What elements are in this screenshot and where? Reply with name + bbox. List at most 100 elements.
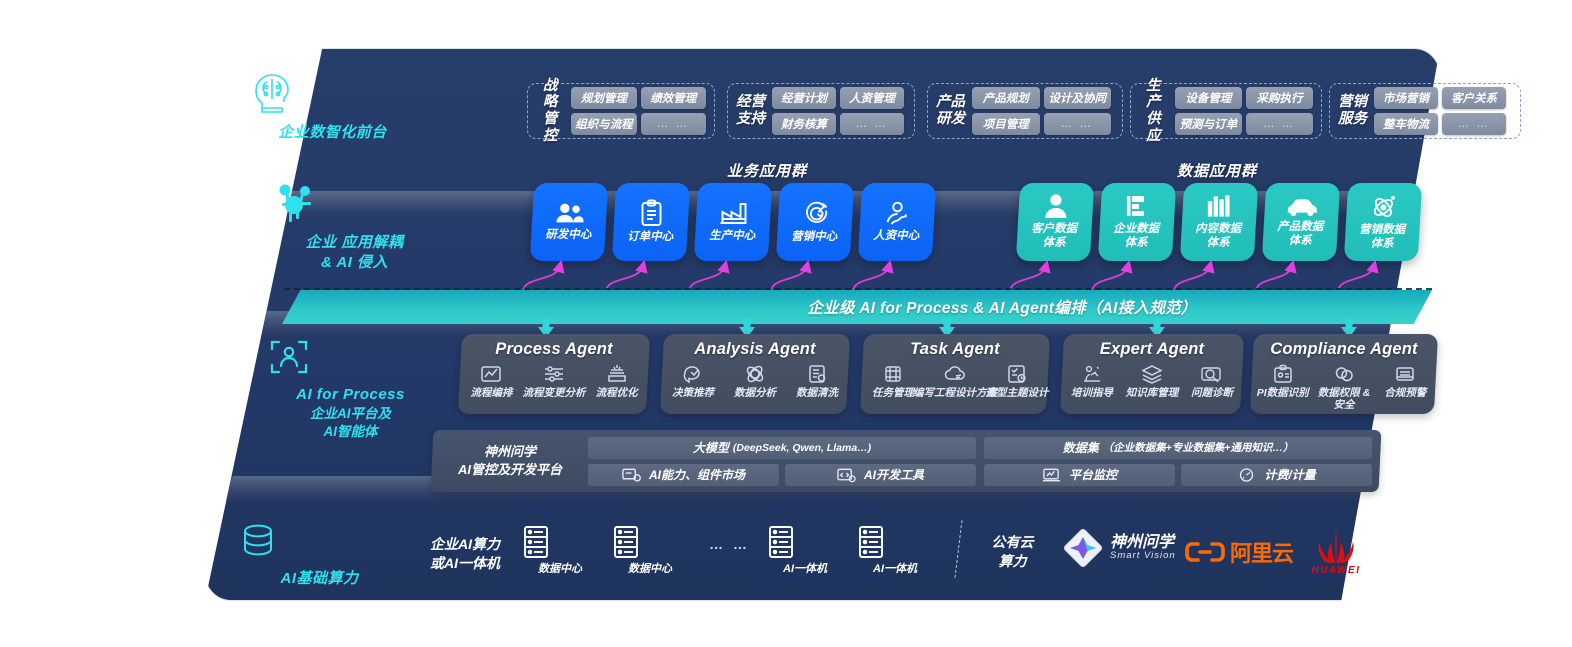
server-icon — [520, 525, 600, 559]
capability-label: 培训指导 — [1070, 387, 1113, 399]
app-card-rd-center[interactable]: 研发中心 — [529, 183, 609, 261]
group-cells: 设备管理 采购执行 预测与订单 … … — [1174, 87, 1313, 135]
group-cell[interactable]: 规划管理 — [571, 87, 637, 109]
app-card-hr-center[interactable]: 人资中心 — [857, 183, 937, 261]
ai-orchestration-banner: 企业级 AI for Process & AI Agent编排（AI接入规范） — [282, 290, 1432, 324]
platform-ai-market-bar[interactable]: AI能力、组件市场 — [588, 463, 779, 486]
group-cell[interactable]: 组织与流程 — [571, 113, 637, 135]
sliders-icon — [543, 364, 565, 384]
users-icon — [554, 201, 584, 225]
group-cell[interactable]: 产品规划 — [972, 87, 1040, 109]
agent-card-process[interactable]: Process Agent 流程编排 流程变更分析 流程优化 — [457, 334, 651, 414]
app-card-production-center[interactable]: 生产中心 — [693, 183, 773, 261]
app-card-customer-data[interactable]: 客户数据 体系 — [1015, 183, 1095, 261]
capability-label: PI数据识别 — [1256, 387, 1309, 399]
group-production-supply: 生产 供应 设备管理 采购执行 预测与订单 … … — [1130, 78, 1322, 144]
capability-label: 流程变更分析 — [522, 387, 586, 399]
infra-node-datacenter-1[interactable]: 数据中心 — [520, 525, 600, 576]
infra-node-datacenter-2[interactable]: 数据中心 — [610, 525, 690, 576]
platform-devtool-bar[interactable]: AI开发工具 — [785, 463, 976, 486]
app-card-label: 客户数据 体系 — [1031, 223, 1078, 249]
platform-dataset-bar[interactable]: 数据集 （企业数据集+专业数据集+通用知识…） — [984, 436, 1372, 459]
agent-capability[interactable]: 培训指导 — [1062, 364, 1121, 399]
app-card-order-center[interactable]: 订单中心 — [611, 183, 691, 261]
agent-capability[interactable]: 决策推荐 — [662, 364, 723, 399]
group-cell[interactable]: 整车物流 — [1374, 113, 1438, 135]
group-cell-more[interactable]: … … — [640, 113, 706, 135]
agent-capability[interactable]: 流程优化 — [586, 364, 648, 399]
group-cell[interactable]: 设计及协同 — [1043, 87, 1111, 109]
platform-right-column: 数据集 （企业数据集+专业数据集+通用知识…） 平台监控 计费/计 — [984, 435, 1372, 487]
infra-node-ai-appliance-2[interactable]: AI一体机 — [855, 525, 935, 576]
group-cell[interactable]: 绩效管理 — [640, 87, 706, 109]
server-icon — [610, 525, 690, 559]
platform-billing-bar[interactable]: 计费/计量 — [1181, 463, 1372, 486]
group-cell[interactable]: 经营计划 — [772, 87, 836, 109]
agent-capability[interactable]: 问题诊断 — [1182, 364, 1241, 399]
vendor-sub: Smart Vision — [1110, 550, 1176, 562]
agent-card-task[interactable]: Task Agent 任务管理 编写工程设计方案 造型主题设计 — [859, 334, 1051, 414]
capability-label: 合规预警 — [1384, 387, 1427, 399]
group-cell[interactable]: 客户关系 — [1442, 87, 1506, 109]
archive-icon — [1394, 364, 1416, 384]
group-cell[interactable]: 市场营销 — [1374, 87, 1438, 109]
app-card-content-data[interactable]: 内容数据 体系 — [1179, 183, 1259, 261]
vendor-logo-aliyun[interactable]: 阿里云 — [1185, 536, 1294, 568]
agent-capability[interactable]: 流程变更分析 — [522, 364, 586, 399]
app-card-label: 营销数据 体系 — [1359, 223, 1406, 250]
agent-capability[interactable]: 造型主题设计 — [986, 364, 1049, 399]
agent-title: Task Agent — [910, 340, 1000, 358]
agent-capability[interactable]: 合规预警 — [1375, 364, 1436, 411]
app-card-enterprise-data[interactable]: 企业数据 体系 — [1097, 183, 1177, 261]
platform-llm-bar[interactable]: 大模型 (DeepSeek, Qwen, Llama…) — [588, 436, 976, 459]
agent-capability[interactable]: 编写工程设计方案 — [913, 364, 997, 399]
agent-capability[interactable]: 任务管理 — [862, 364, 923, 399]
bars-icon — [1206, 193, 1233, 219]
app-card-label: 营销中心 — [791, 230, 838, 243]
group-strategy: 战略 管控 规划管理 绩效管理 组织与流程 … … — [527, 78, 715, 144]
app-card-marketing-data[interactable]: 营销数据 体系 — [1343, 183, 1423, 261]
agent-capability[interactable]: PI数据识别 — [1252, 364, 1313, 411]
market-icon — [622, 467, 641, 483]
agent-capability[interactable]: 流程编排 — [460, 364, 522, 399]
group-cell-more[interactable]: … … — [1442, 113, 1506, 135]
enterprise-compute-label: 企业AI算力 或AI一体机 — [430, 536, 500, 571]
layers-opt-icon — [606, 364, 628, 384]
agent-capability[interactable]: 数据清洗 — [786, 364, 847, 399]
platform-monitor-bar[interactable]: 平台监控 — [984, 463, 1175, 486]
agent-card-compliance[interactable]: Compliance Agent PI数据识别 数据权限 & 安全 合规预警 — [1249, 334, 1439, 414]
vendor-logo-smartvision[interactable]: 神州问学 Smart Vision — [1063, 528, 1176, 568]
group-cell[interactable]: 财务核算 — [772, 113, 836, 135]
group-cell[interactable]: 预测与订单 — [1174, 113, 1242, 135]
vendor-logo-huawei[interactable]: HUAWEI — [1310, 528, 1362, 576]
infra-node-ai-appliance-1[interactable]: AI一体机 — [765, 525, 845, 576]
app-card-label: 订单中心 — [627, 231, 674, 244]
stack-icon — [1141, 364, 1163, 384]
agent-card-expert[interactable]: Expert Agent 培训指导 知识库管理 问题诊断 — [1059, 334, 1245, 414]
infrastructure-row: 企业AI算力 或AI一体机 数据中心 数据中心 — [0, 505, 1572, 595]
agent-capability[interactable]: 数据分析 — [724, 364, 785, 399]
group-cell-more[interactable]: … … — [1245, 113, 1313, 135]
group-cells: 产品规划 设计及协同 项目管理 … … — [972, 87, 1111, 135]
group-cell-more[interactable]: … … — [1043, 113, 1111, 135]
agent-capability[interactable]: 知识库管理 — [1122, 364, 1181, 399]
group-cell[interactable]: 采购执行 — [1245, 87, 1313, 109]
app-card-product-data[interactable]: 产品数据 体系 — [1261, 183, 1341, 261]
capability-label: 编写工程设计方案 — [913, 387, 997, 399]
app-card-label: 企业数据 体系 — [1113, 223, 1160, 249]
rail-label: 企业 应用解耦 — [305, 234, 404, 251]
group-marketing-service: 营销 服务 市场营销 客户关系 整车物流 … … — [1329, 83, 1521, 139]
app-card-marketing-center[interactable]: 营销中心 — [775, 183, 855, 261]
group-cell[interactable]: 人资管理 — [840, 87, 904, 109]
llm-label: 大模型 — [692, 441, 729, 455]
group-cell[interactable]: 设备管理 — [1174, 87, 1242, 109]
rail-ai-for-process: AI for Process 企业AI平台及 AI智能体 — [268, 336, 433, 441]
group-title: 产品 研发 — [936, 94, 965, 127]
group-title: 战略 管控 — [542, 77, 558, 144]
ai-banner-dashed-edge — [283, 288, 1433, 290]
agent-capability[interactable]: 数据权限 & 安全 — [1314, 364, 1375, 411]
group-cell[interactable]: 项目管理 — [972, 113, 1040, 135]
group-cell-more[interactable]: … … — [840, 113, 904, 135]
agent-card-analysis[interactable]: Analysis Agent 决策推荐 数据分析 数据清洗 — [659, 334, 851, 414]
shield-lock-icon — [1333, 364, 1355, 384]
